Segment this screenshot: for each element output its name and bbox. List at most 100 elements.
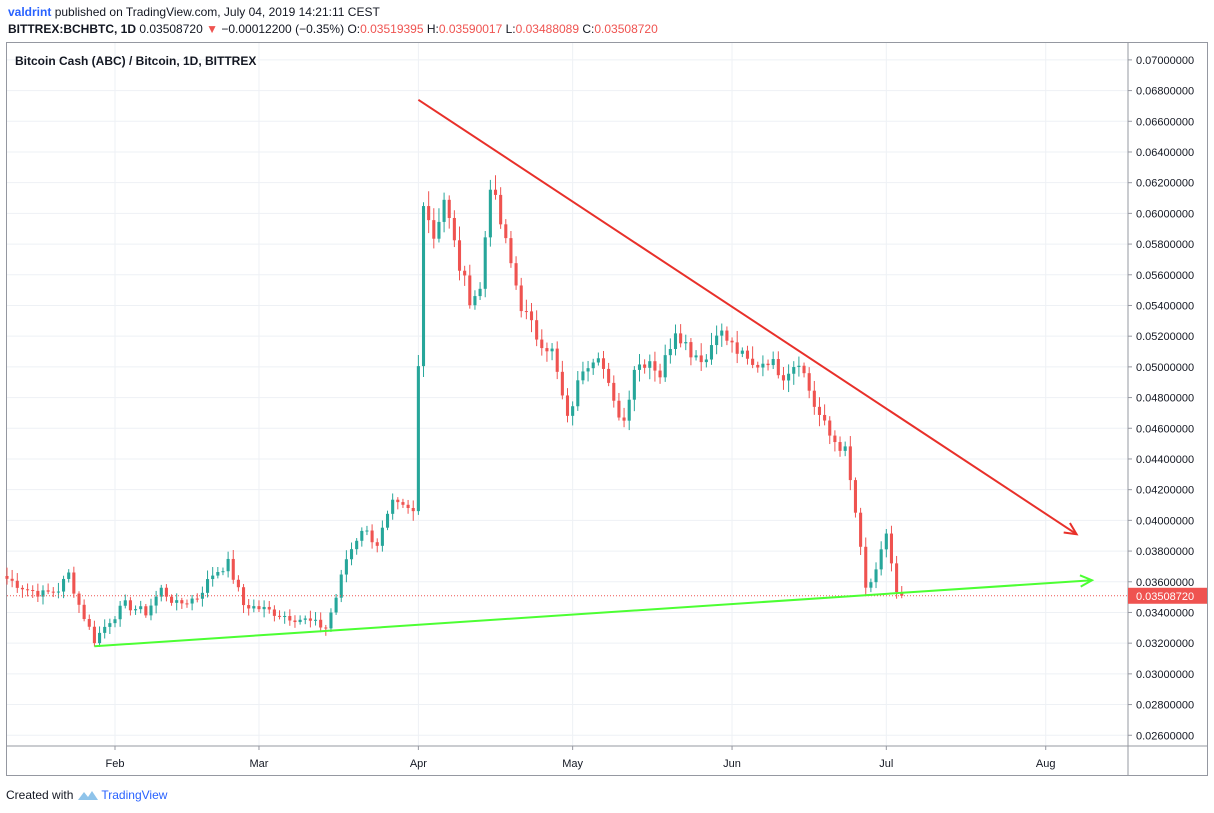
candle-body <box>10 578 14 581</box>
y-tick-label: 0.02800000 <box>1136 700 1194 712</box>
x-tick-label: Mar <box>249 758 268 770</box>
candle-body <box>31 589 35 591</box>
candle-body <box>658 370 662 378</box>
y-tick-label: 0.06800000 <box>1136 86 1194 98</box>
candle-body <box>745 350 750 359</box>
candle-body <box>478 288 482 297</box>
candle-body <box>267 606 271 610</box>
candle-body <box>735 342 739 354</box>
candle-body <box>524 311 528 313</box>
y-tick-label: 0.05400000 <box>1136 300 1194 312</box>
down-arrow-icon: ▼ <box>206 22 218 36</box>
candle-body <box>679 333 683 344</box>
candle-body <box>432 220 436 239</box>
price-axis[interactable]: 0.07000000 0.06800000 0.06600000 0.06400000… <box>1128 55 1194 742</box>
candle-body <box>591 362 595 369</box>
candle-body <box>293 620 297 623</box>
candle-body <box>118 605 122 620</box>
candle-body <box>344 559 348 575</box>
candle-body <box>643 364 647 368</box>
candle-body <box>802 365 806 374</box>
candle-body <box>607 368 611 383</box>
candle-body <box>730 340 734 343</box>
candle-body <box>406 504 410 508</box>
publish-line: valdrint published on TradingView.com, J… <box>8 4 658 21</box>
y-tick-label: 0.06000000 <box>1136 208 1194 220</box>
close-label: C: <box>582 22 595 36</box>
candle-body <box>853 480 858 513</box>
candle-body <box>319 619 323 628</box>
candle-body <box>632 369 636 400</box>
candle-body <box>694 355 698 358</box>
candle-body <box>761 363 765 368</box>
candle-body <box>159 587 163 597</box>
x-tick-label: Aug <box>1036 758 1056 770</box>
candle-body <box>519 285 523 312</box>
candle-body <box>231 558 235 580</box>
green-trendline-arrowhead <box>1079 574 1095 588</box>
time-axis[interactable]: Feb Mar Apr May Jun Jul Aug <box>106 746 1056 770</box>
close-value: 0.03508720 <box>594 22 658 36</box>
candle-body <box>596 358 600 363</box>
candle-body <box>206 579 210 593</box>
candle-body <box>236 579 240 588</box>
high-label: H: <box>426 22 439 36</box>
candle-body <box>139 606 143 610</box>
candle-body <box>195 598 199 600</box>
last-price-tag-bg <box>1128 587 1207 604</box>
y-tick-label: 0.04600000 <box>1136 423 1194 435</box>
candle-body <box>637 364 642 370</box>
candle-body <box>751 358 755 365</box>
candle-body <box>211 575 215 580</box>
candle-body <box>226 558 230 572</box>
tradingview-logo-icon <box>78 791 99 800</box>
candle-body <box>828 420 832 436</box>
candle-body <box>349 549 354 560</box>
candle-body <box>900 592 904 596</box>
candle-body <box>725 330 729 341</box>
candle-body <box>257 606 261 610</box>
candle-body <box>571 406 575 416</box>
y-tick-label: 0.03600000 <box>1136 577 1194 589</box>
red-trendline-arrowhead <box>1063 522 1079 536</box>
candle-body <box>555 348 559 372</box>
candle-body <box>62 578 66 592</box>
candle-body <box>843 446 847 451</box>
y-tick-label: 0.04800000 <box>1136 393 1194 405</box>
candle-body <box>550 348 554 352</box>
candle-body <box>545 348 549 352</box>
trendlines[interactable] <box>94 98 1095 648</box>
candle-body <box>648 361 652 368</box>
candle-body <box>303 618 307 620</box>
candle-body <box>509 238 513 264</box>
candle-body <box>329 612 333 629</box>
candle-body <box>535 320 539 340</box>
chart-frame[interactable] <box>6 42 1208 776</box>
candle-body <box>787 373 791 381</box>
candle-body <box>360 530 364 541</box>
last-price: 0.03508720 <box>139 22 203 36</box>
candle-body <box>180 600 184 604</box>
y-tick-label: 0.02600000 <box>1136 730 1194 742</box>
candle-body <box>72 572 76 594</box>
candle-body <box>895 563 899 593</box>
candle-body <box>56 591 60 593</box>
author-link[interactable]: valdrint <box>8 5 52 19</box>
candle-body <box>164 587 168 597</box>
x-tick-label: Apr <box>410 758 427 770</box>
published-text: published on TradingView.com, July 04, 2… <box>54 5 380 19</box>
candle-body <box>581 371 585 381</box>
candle-body <box>92 626 96 644</box>
tradingview-link[interactable]: TradingView <box>101 788 168 802</box>
y-tick-label: 0.05200000 <box>1136 331 1194 343</box>
grid-lines <box>7 43 1128 746</box>
candle-body <box>41 590 45 597</box>
candle-body <box>396 499 400 503</box>
candle-body <box>103 626 107 633</box>
candle-body <box>447 199 451 218</box>
candle-body <box>797 365 801 368</box>
created-with-text: Created with <box>6 788 74 802</box>
open-value: 0.03519395 <box>360 22 424 36</box>
y-tick-label: 0.03000000 <box>1136 669 1194 681</box>
